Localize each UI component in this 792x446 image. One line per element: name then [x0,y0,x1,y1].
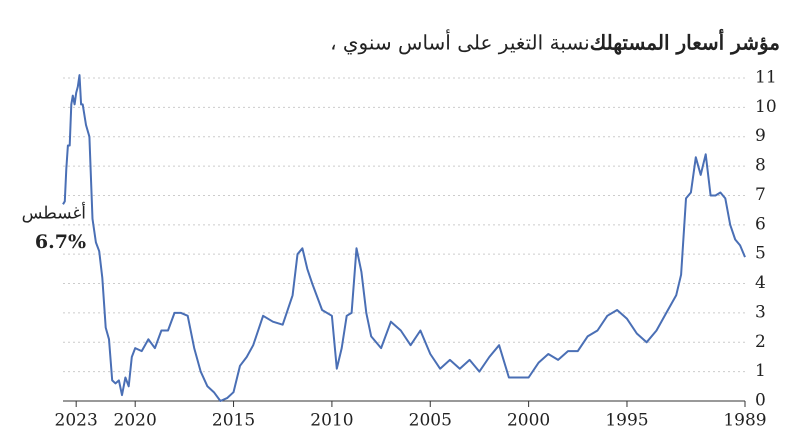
y-tick-label: 5 [755,244,766,264]
y-tick-label: 0 [755,391,766,411]
y-tick-label: 10 [755,97,777,117]
y-tick-label: 4 [755,273,766,293]
y-tick-label: 9 [755,126,766,146]
x-tick-label: 1995 [605,411,648,431]
y-tick-label: 7 [755,185,766,205]
y-tick-label: 11 [755,68,777,88]
x-tick-label: 2000 [507,411,550,431]
x-tick-label: 2015 [212,411,255,431]
annotation-value: 6.7% [35,231,86,253]
x-tick-label: 2020 [114,411,157,431]
x-tick-label: 2010 [310,411,353,431]
x-tick-label: 2005 [409,411,452,431]
y-tick-label: 1 [755,361,766,381]
data-line [62,74,746,402]
x-tick-label: 1989 [723,411,766,431]
y-tick-label: 3 [755,302,766,322]
subtitle: ، نسبة التغير على أساس سنوي [330,29,590,55]
y-tick-label: 8 [755,156,766,176]
x-tick-label: 2023 [55,411,98,431]
y-tick-label: 6 [755,214,766,234]
y-tick-label: 2 [755,332,766,352]
annotation-label: أغسطس [22,202,86,224]
subtitle-bold: مؤشر أسعار المستهلك [590,29,780,56]
